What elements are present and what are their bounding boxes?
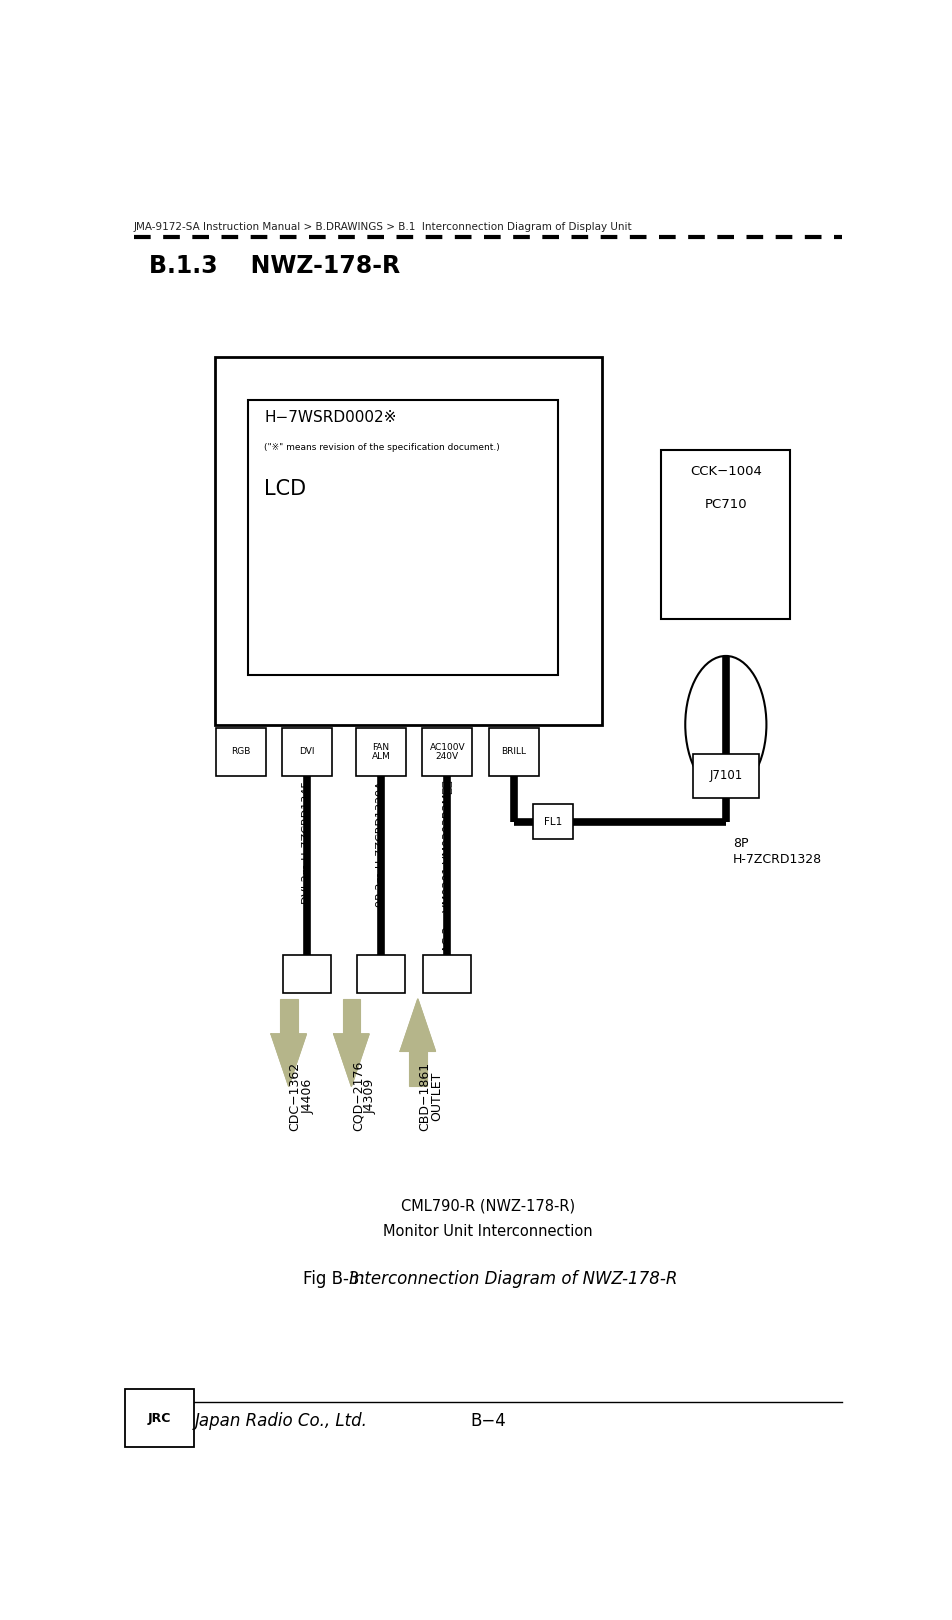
Text: DVI: DVI: [299, 747, 315, 757]
Bar: [283, 956, 331, 993]
Bar: [248, 400, 558, 674]
Polygon shape: [334, 1034, 369, 1087]
Text: B−4: B−4: [470, 1413, 506, 1430]
Text: RGB: RGB: [231, 747, 250, 757]
Text: CML790-R (NWZ-178-R): CML790-R (NWZ-178-R): [401, 1199, 575, 1213]
Text: CCK−1004: CCK−1004: [690, 465, 762, 478]
Text: LCD: LCD: [265, 480, 307, 499]
Text: Monitor Unit Interconnection: Monitor Unit Interconnection: [383, 1223, 593, 1239]
Circle shape: [685, 656, 766, 794]
Bar: [215, 356, 603, 724]
Text: 9P 2m H-7ZCRD1329A: 9P 2m H-7ZCRD1329A: [376, 781, 386, 907]
Text: JRC: JRC: [148, 1413, 171, 1426]
Text: H−7WSRD0002※: H−7WSRD0002※: [265, 410, 397, 424]
Text: CQD−2176
J4309: CQD−2176 J4309: [351, 1061, 377, 1131]
Text: JMA-9172-SA Instruction Manual > B.DRAWINGS > B.1  Interconnection Diagram of Di: JMA-9172-SA Instruction Manual > B.DRAWI…: [133, 222, 632, 232]
Text: FAN
ALM: FAN ALM: [371, 742, 390, 761]
Text: DVI 2m H-7ZCRD1345: DVI 2m H-7ZCRD1345: [302, 781, 312, 904]
Bar: [532, 805, 573, 839]
Bar: [280, 1000, 298, 1034]
Text: FL1: FL1: [544, 816, 562, 826]
Bar: [356, 729, 406, 776]
Text: ("※" means revision of the specification document.): ("※" means revision of the specification…: [265, 442, 500, 452]
Text: Japan Radio Co., Ltd.: Japan Radio Co., Ltd.: [195, 1413, 367, 1430]
Polygon shape: [271, 1034, 307, 1087]
Bar: [488, 729, 539, 776]
Polygon shape: [400, 1000, 435, 1051]
Text: Fig B-3:: Fig B-3:: [304, 1270, 371, 1288]
Bar: [409, 1051, 426, 1087]
Bar: [693, 753, 759, 797]
Text: AC 2m VM0301-VM0303B2Mクロ: AC 2m VM0301-VM0303B2Mクロ: [442, 781, 452, 953]
Text: 8P
H-7ZCRD1328: 8P H-7ZCRD1328: [733, 838, 823, 865]
Bar: [343, 1000, 360, 1034]
Text: Interconnection Diagram of NWZ-178-R: Interconnection Diagram of NWZ-178-R: [349, 1270, 678, 1288]
Bar: [662, 450, 790, 619]
Bar: [423, 729, 472, 776]
Text: B.1.3    NWZ-178-R: B.1.3 NWZ-178-R: [149, 254, 400, 279]
Bar: [216, 729, 266, 776]
Text: PC710: PC710: [704, 497, 747, 510]
Bar: [424, 956, 471, 993]
Bar: [357, 956, 405, 993]
Text: AC100V
240V: AC100V 240V: [429, 742, 466, 761]
Text: CDC−1362
J4406: CDC−1362 J4406: [288, 1061, 314, 1131]
Text: BRILL: BRILL: [501, 747, 526, 757]
Bar: [282, 729, 332, 776]
Text: CBD−1861
OUTLET: CBD−1861 OUTLET: [418, 1061, 444, 1131]
Text: J7101: J7101: [709, 770, 743, 782]
